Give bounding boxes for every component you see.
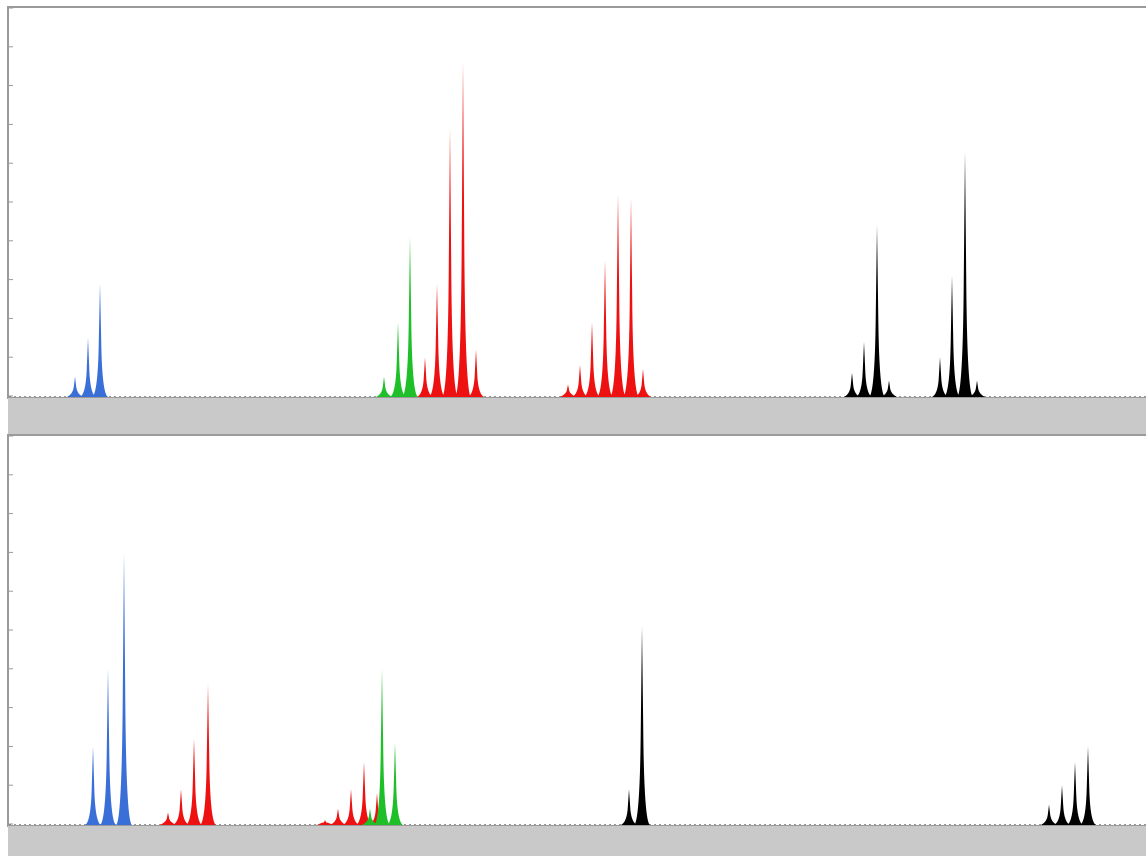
panel-frame [7, 434, 1146, 827]
peak [429, 283, 445, 397]
peak [621, 789, 637, 825]
peak [100, 668, 116, 825]
peak [92, 283, 108, 397]
peak [1067, 761, 1083, 825]
peak [362, 808, 378, 825]
peak [317, 820, 333, 825]
peak [442, 128, 458, 397]
peak [173, 789, 189, 825]
peak [116, 552, 132, 825]
peak [635, 368, 651, 397]
peak [1041, 804, 1057, 825]
peak [67, 376, 83, 397]
peak [560, 384, 576, 397]
peak [402, 236, 418, 397]
peak [343, 789, 359, 825]
peak [634, 626, 650, 825]
peak [85, 746, 101, 825]
peak [376, 376, 392, 397]
peak [584, 322, 600, 397]
peak [844, 372, 860, 397]
peak [330, 808, 346, 825]
peak [468, 349, 484, 397]
peak [1080, 746, 1096, 825]
peak [160, 812, 176, 825]
peak [932, 357, 948, 397]
peak [969, 380, 985, 397]
peak [597, 260, 613, 397]
peak [623, 198, 639, 397]
panel-scrollbar [8, 398, 1146, 434]
peak [387, 742, 403, 825]
peak [455, 62, 471, 397]
peak [417, 357, 433, 397]
peak [374, 668, 390, 825]
peak [1054, 785, 1070, 825]
peak [881, 380, 897, 397]
panel-frame [7, 6, 1146, 399]
panel-scrollbar [8, 826, 1146, 856]
peak [186, 738, 202, 825]
peak [869, 225, 885, 397]
peak [957, 151, 973, 397]
peak [572, 364, 588, 397]
peak [390, 322, 406, 397]
peak [80, 337, 96, 397]
peak [200, 684, 216, 825]
peak [944, 275, 960, 397]
peak [856, 341, 872, 397]
peak [356, 761, 372, 825]
peak [369, 792, 385, 825]
peak [610, 194, 626, 397]
